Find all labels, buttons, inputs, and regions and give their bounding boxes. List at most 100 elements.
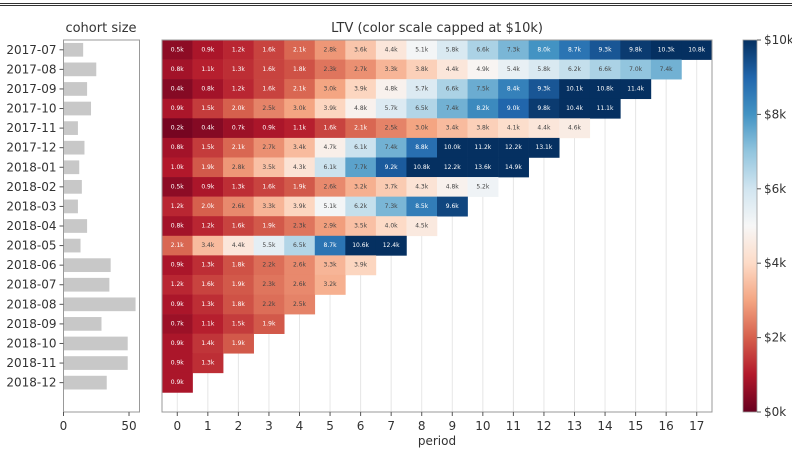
heatmap-cell xyxy=(345,196,377,217)
heatmap-cell-label: 11.1k xyxy=(597,105,614,112)
cohort-size-bar xyxy=(63,42,84,57)
cohort-size-bar xyxy=(63,356,128,370)
heatmap-cell xyxy=(223,255,254,276)
heatmap-cell xyxy=(192,157,224,178)
cohort-label: 2017-10 xyxy=(6,102,56,116)
heatmap-cell-label: 4.8k xyxy=(385,85,399,92)
period-tick-label: 15 xyxy=(628,419,643,433)
heatmap-cell-label: 2.0k xyxy=(232,105,246,112)
heatmap-cell-label: 3.9k xyxy=(354,85,368,92)
heatmap-cell xyxy=(375,137,407,158)
heatmap-cell-label: 9.2k xyxy=(385,164,399,171)
heatmap-cell xyxy=(345,137,377,158)
heatmap-cell xyxy=(467,137,499,158)
period-tick-label: 2 xyxy=(235,419,243,433)
heatmap-cell xyxy=(345,79,377,100)
heatmap-cell xyxy=(467,40,499,60)
heatmap-cell-label: 12.4k xyxy=(383,242,400,249)
heatmap-cell-label: 2.1k xyxy=(171,242,185,249)
heatmap-cell-label: 5.1k xyxy=(324,203,338,210)
heatmap-cell xyxy=(314,137,346,158)
heatmap-cell-label: 3.5k xyxy=(354,223,368,230)
heatmap-cell-label: 7.3k xyxy=(385,203,399,210)
heatmap-cell xyxy=(681,40,713,60)
heatmap-cell xyxy=(223,274,254,295)
heatmap-cell-label: 1.6k xyxy=(324,125,338,132)
period-tick-label: 8 xyxy=(418,419,426,433)
heatmap-cell xyxy=(192,235,224,256)
heatmap-cell-label: 12.2k xyxy=(444,164,461,171)
heatmap-cell xyxy=(437,79,468,100)
heatmap-cell-label: 4.1k xyxy=(507,125,521,132)
heatmap-cell xyxy=(437,137,468,158)
colorbar-tick-label: $0k xyxy=(764,405,786,419)
heatmap-cell xyxy=(162,137,193,158)
heatmap-cell-label: 9.3k xyxy=(537,85,551,92)
cohort-label: 2017-12 xyxy=(6,141,56,155)
heatmap-cell xyxy=(192,79,224,100)
heatmap-cell-label: 4.3k xyxy=(415,183,429,190)
cohort-size-bar xyxy=(63,336,128,351)
heatmap-cell-label: 1.3k xyxy=(201,262,215,269)
heatmap-cell-label: 2.6k xyxy=(232,203,246,210)
heatmap-cell xyxy=(345,40,377,60)
heatmap-cell-label: 1.2k xyxy=(232,46,246,53)
heatmap-cell-label: 3.8k xyxy=(415,66,429,73)
heatmap-cell xyxy=(192,40,224,60)
cohort-size-bar xyxy=(63,258,111,273)
heatmap-cell xyxy=(192,353,224,374)
heatmap-cell xyxy=(223,294,254,315)
heatmap-cell-label: 0.8k xyxy=(171,144,185,151)
heatmap-cell xyxy=(253,235,285,256)
heatmap-cell-label: 6.6k xyxy=(476,46,490,53)
heatmap-cell-label: 1.2k xyxy=(171,203,185,210)
heatmap-cell-label: 2.1k xyxy=(293,46,307,53)
heatmap-cell xyxy=(437,40,468,60)
heatmap-cell xyxy=(345,216,377,237)
heatmap-cell xyxy=(223,157,254,178)
heatmap-cell-label: 9.8k xyxy=(629,46,643,53)
period-tick-label: 12 xyxy=(536,419,551,433)
heatmap-cell xyxy=(284,294,316,315)
heatmap-cell-label: 2.8k xyxy=(232,164,246,171)
heatmap-cell-label: 4.5k xyxy=(415,223,429,230)
heatmap-cell-label: 10.6k xyxy=(352,242,369,249)
period-tick-label: 17 xyxy=(689,419,704,433)
heatmap-cell xyxy=(620,40,652,60)
heatmap-cell-label: 7.4k xyxy=(446,105,460,112)
cohort-size-bar xyxy=(63,121,78,135)
heatmap-cell xyxy=(406,98,438,119)
cohort-size-bar xyxy=(63,277,110,292)
cohort-label: 2018-06 xyxy=(6,258,56,272)
heatmap-cell-label: 7.4k xyxy=(385,144,399,151)
heatmap-cell-label: 7.5k xyxy=(476,85,490,92)
period-tick-label: 3 xyxy=(265,419,273,433)
heatmap-cell-label: 1.1k xyxy=(201,320,215,327)
heatmap-cell-label: 10.8k xyxy=(413,164,430,171)
heatmap-cell xyxy=(437,118,468,139)
heatmap-cell-label: 7.0k xyxy=(629,66,643,73)
heatmap-cell xyxy=(589,40,621,60)
heatmap-cell xyxy=(650,40,682,60)
colorbar-tick-label: $10k xyxy=(764,33,792,47)
heatmap-cell xyxy=(345,98,377,119)
heatmap-cell xyxy=(406,157,438,178)
heatmap-cell-label: 8.7k xyxy=(324,242,338,249)
heatmap-cell xyxy=(375,98,407,119)
heatmap-cell-label: 1.9k xyxy=(232,281,246,288)
period-tick-label: 7 xyxy=(387,419,395,433)
heatmap-cell-label: 1.1k xyxy=(293,125,307,132)
heatmap-cell-label: 0.8k xyxy=(171,66,185,73)
heatmap-cell-label: 2.5k xyxy=(262,105,276,112)
cohort-label: 2018-08 xyxy=(6,297,56,311)
heatmap-cell xyxy=(162,118,193,139)
heatmap-cell-label: 3.9k xyxy=(293,203,307,210)
heatmap-cell-label: 2.6k xyxy=(293,281,307,288)
heatmap-cell xyxy=(620,59,652,80)
heatmap-cell xyxy=(620,79,652,100)
heatmap-cell xyxy=(253,255,285,276)
heatmap-cell xyxy=(467,157,499,178)
heatmap-cell-label: 5.1k xyxy=(415,46,429,53)
heatmap-cell-label: 2.3k xyxy=(262,281,276,288)
heatmap-cell xyxy=(223,314,254,334)
